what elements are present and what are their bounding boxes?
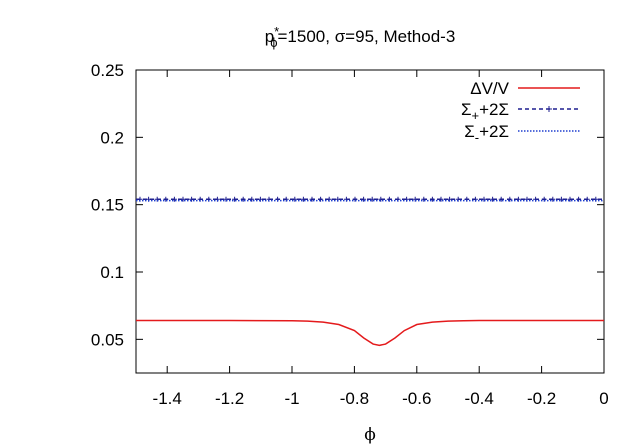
series-marker-plus xyxy=(171,196,177,202)
series-marker-plus xyxy=(318,196,324,202)
legend-label-main: Σ xyxy=(461,100,472,119)
legend-label-subscript: - xyxy=(475,130,479,145)
x-tick-label: -0.8 xyxy=(340,389,369,408)
series-marker-plus xyxy=(507,196,513,202)
legend-label-main: Σ xyxy=(464,122,475,141)
series-marker-plus xyxy=(438,196,444,202)
series-marker-plus xyxy=(232,196,238,202)
x-tick-label: -0.4 xyxy=(465,389,494,408)
series-layer xyxy=(136,196,604,347)
legend-label-tail: +2Σ xyxy=(479,122,509,141)
legend-label-subscript: + xyxy=(472,108,480,123)
series-marker-plus xyxy=(361,196,367,202)
legend-label-tail: +2Σ xyxy=(479,100,509,119)
series-marker-plus xyxy=(180,196,186,202)
y-axis: 0.05 0.1 0.15 0.2 0.25 xyxy=(91,61,604,349)
title-subscript: ϕ xyxy=(270,35,277,50)
series-marker-plus xyxy=(163,196,169,202)
series-marker-plus xyxy=(249,196,255,202)
legend-label-main: ΔV/V xyxy=(470,79,509,98)
series-marker-plus xyxy=(309,196,315,202)
plot-frame xyxy=(135,69,605,374)
x-tick-label: -0.2 xyxy=(527,389,556,408)
plot-border xyxy=(135,69,605,374)
legend-marker-plus xyxy=(546,106,552,112)
x-axis: -1.4 -1.2 -1 -0.8 -0.6 -0.4 -0.2 0 xyxy=(153,70,609,408)
series-marker-plus xyxy=(292,196,298,202)
legend-label-0: ΔV/V xyxy=(470,79,509,98)
series-marker-plus xyxy=(300,196,306,202)
series-marker-plus xyxy=(429,196,435,202)
title-text: p xyxy=(265,27,274,46)
x-axis-label: ϕ xyxy=(364,425,376,445)
series-marker-plus xyxy=(490,196,496,202)
x-tick-label: -1.2 xyxy=(215,389,244,408)
series-marker-plus xyxy=(558,196,564,202)
series-marker-plus xyxy=(421,196,427,202)
series-marker-plus xyxy=(378,196,384,202)
chart-title: p* ϕ=1500, σ=95, Method-3 xyxy=(265,24,456,50)
series-marker-plus xyxy=(240,196,246,202)
series-marker-plus xyxy=(576,196,582,202)
legend-label-1: Σ++2Σ xyxy=(461,100,509,123)
title-text-rest: =1500, σ=95, Method-3 xyxy=(278,27,456,46)
y-tick-label: 0.15 xyxy=(91,196,124,215)
x-tick-label: -1 xyxy=(284,389,299,408)
y-tick-label: 0.2 xyxy=(100,128,124,147)
legend: ΔV/VΣ++2ΣΣ-+2Σ xyxy=(461,79,580,145)
y-tick-label: 0.1 xyxy=(100,263,124,282)
y-tick-label: 0.05 xyxy=(91,330,124,349)
series-marker-plus xyxy=(189,196,195,202)
x-tick-label: -1.4 xyxy=(153,389,182,408)
series-marker-plus xyxy=(369,196,375,202)
x-tick-label: 0 xyxy=(599,389,608,408)
series-marker-plus xyxy=(550,196,556,202)
series-marker-plus xyxy=(498,196,504,202)
x-tick-label: -0.6 xyxy=(402,389,431,408)
y-tick-label: 0.25 xyxy=(91,61,124,80)
series-line-0 xyxy=(136,319,604,347)
series-marker-plus xyxy=(567,196,573,202)
legend-label-2: Σ-+2Σ xyxy=(464,122,509,145)
series-marker-plus xyxy=(447,196,453,202)
title-superscript: * xyxy=(274,24,279,39)
